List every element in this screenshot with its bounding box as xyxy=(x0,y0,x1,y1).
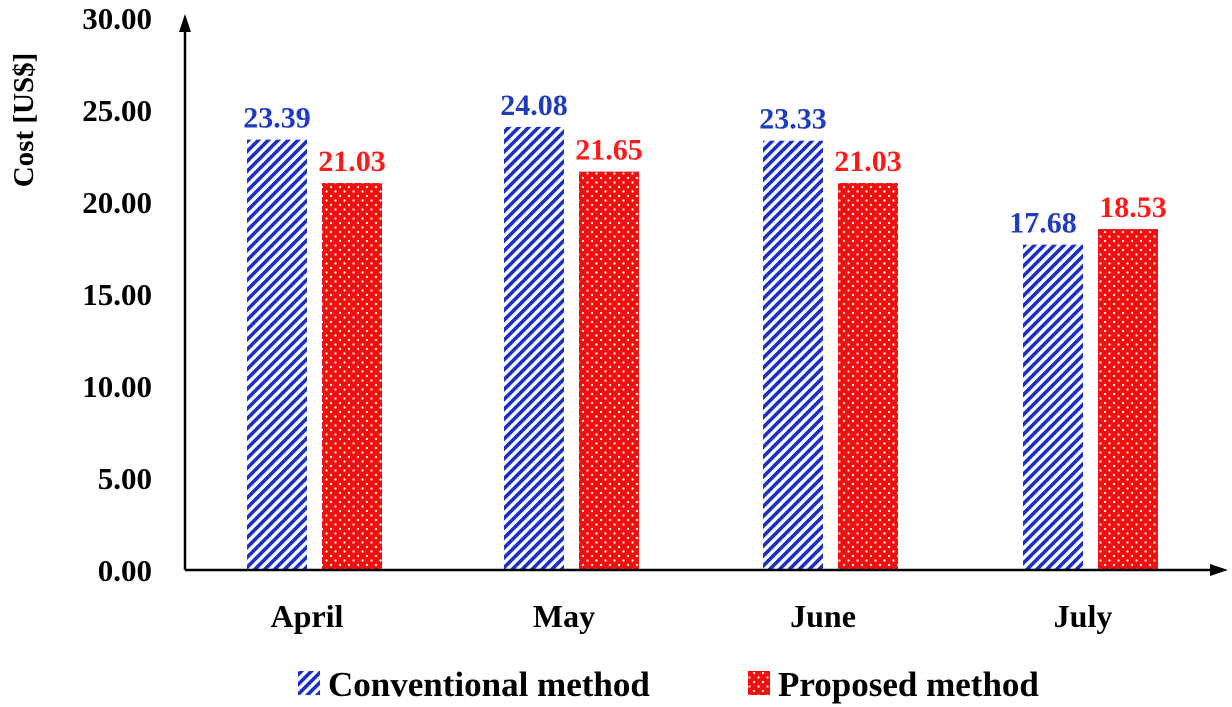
y-tick-label: 30.00 xyxy=(82,1,152,36)
legend-label-conventional: Conventional method xyxy=(328,665,650,704)
value-label-proposed-may: 21.65 xyxy=(575,134,643,167)
y-tick-label: 5.00 xyxy=(98,461,152,496)
value-label-proposed-july: 18.53 xyxy=(1099,191,1167,224)
x-category-label-july: July xyxy=(1054,598,1113,634)
legend-label-proposed: Proposed method xyxy=(778,665,1039,704)
y-tick-label: 0.00 xyxy=(98,553,152,588)
bar-conventional-april xyxy=(247,139,307,570)
legend-swatch-conventional xyxy=(298,671,320,695)
bar-conventional-june xyxy=(763,140,823,570)
y-axis-label: Cost [US$] xyxy=(8,53,40,188)
bar-proposed-may xyxy=(579,171,639,570)
bar-proposed-april xyxy=(322,183,382,570)
x-category-label-may: May xyxy=(533,598,595,634)
y-tick-label: 20.00 xyxy=(82,185,152,220)
y-axis-arrow xyxy=(179,14,191,32)
value-label-conventional-april: 23.39 xyxy=(243,102,311,135)
legend-swatch-proposed xyxy=(748,671,770,695)
bar-conventional-july xyxy=(1023,244,1083,571)
bar-proposed-july xyxy=(1098,229,1158,570)
bar-conventional-may xyxy=(504,126,564,570)
value-label-conventional-may: 24.08 xyxy=(500,89,568,122)
y-tick-label: 25.00 xyxy=(82,93,152,128)
x-category-label-june: June xyxy=(790,598,856,634)
bar-proposed-june xyxy=(838,183,898,570)
value-label-conventional-june: 23.33 xyxy=(759,103,827,136)
legend: Conventional method Proposed method xyxy=(298,665,1039,704)
x-axis-arrow xyxy=(1210,564,1228,576)
value-label-conventional-july: 17.68 xyxy=(1009,207,1077,240)
x-category-label-april: April xyxy=(271,598,344,634)
y-tick-label: 10.00 xyxy=(82,369,152,404)
y-tick-label: 15.00 xyxy=(82,277,152,312)
value-label-proposed-june: 21.03 xyxy=(834,145,902,178)
value-label-proposed-april: 21.03 xyxy=(318,145,386,178)
